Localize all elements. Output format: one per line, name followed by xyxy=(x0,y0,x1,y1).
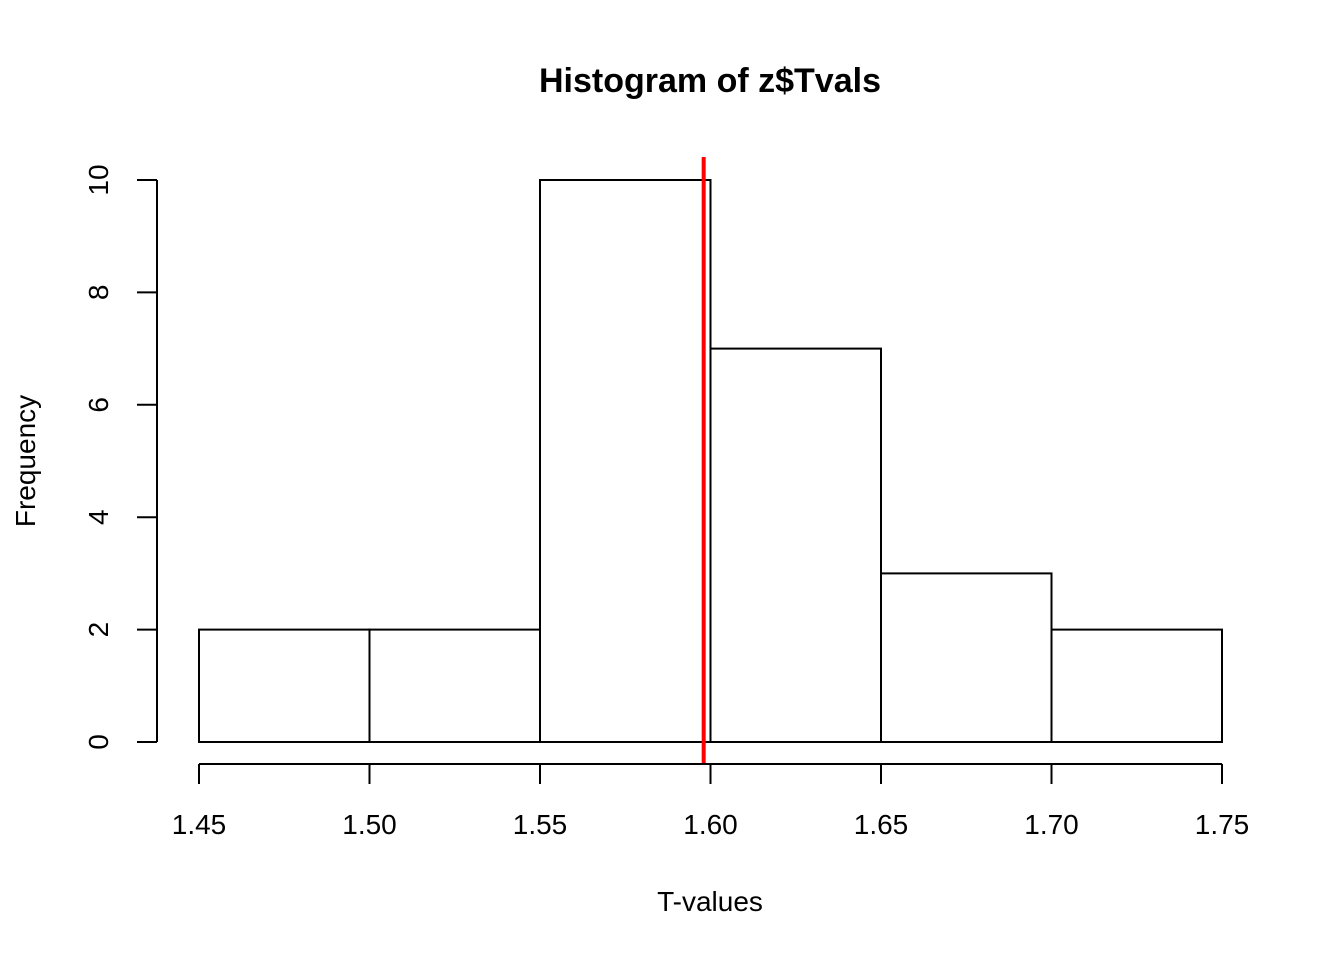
histogram-bar-3 xyxy=(539,179,712,743)
y-tick-label: 6 xyxy=(83,397,114,413)
histogram-bar-4 xyxy=(709,347,882,743)
y-tick-label: 10 xyxy=(83,164,114,195)
x-tick-label: 1.60 xyxy=(683,809,738,840)
histogram-bars xyxy=(198,179,1223,744)
x-tick-label: 1.75 xyxy=(1195,809,1250,840)
x-axis-label: T-values xyxy=(657,886,763,917)
y-tick-label: 4 xyxy=(83,509,114,525)
y-tick-label: 2 xyxy=(83,622,114,638)
x-axis: 1.45 1.50 1.55 1.60 1.65 1.70 1.75 xyxy=(172,763,1250,840)
histogram-bar-6 xyxy=(1050,628,1223,743)
histogram-bar-1 xyxy=(198,628,371,743)
y-tick-label: 8 xyxy=(83,285,114,301)
x-tick-label: 1.65 xyxy=(854,809,909,840)
y-axis-label: Frequency xyxy=(10,395,41,527)
x-tick-label: 1.50 xyxy=(342,809,397,840)
y-axis: 0 2 4 6 8 10 xyxy=(83,164,158,750)
x-tick-label: 1.45 xyxy=(172,809,227,840)
histogram-bar-2 xyxy=(368,628,541,743)
chart-title: Histogram of z$Tvals xyxy=(539,62,881,100)
x-tick-label: 1.55 xyxy=(513,809,568,840)
histogram-bar-5 xyxy=(880,572,1053,744)
y-tick-label: 0 xyxy=(83,734,114,750)
x-tick-label: 1.70 xyxy=(1024,809,1079,840)
